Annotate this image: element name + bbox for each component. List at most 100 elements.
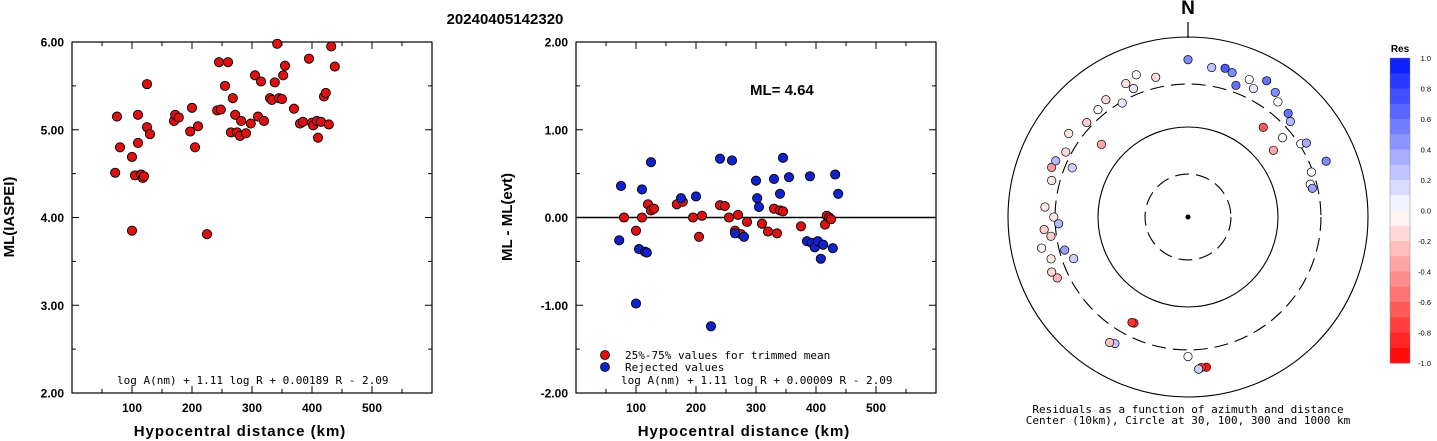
ml-annotation: ML= 4.64 — [750, 82, 814, 99]
data-point — [126, 151, 138, 163]
station-residual-point — [1069, 254, 1079, 264]
station-residual-point — [1194, 364, 1204, 374]
y-tick-label: -1.00 — [541, 299, 569, 313]
data-point — [219, 80, 231, 91]
data-point — [756, 218, 768, 229]
station-residual-point — [1052, 273, 1062, 283]
distance-ring-30km — [1144, 173, 1232, 261]
data-point — [132, 137, 144, 148]
station-residual-point — [1151, 72, 1161, 82]
x-tick-label: 100 — [122, 401, 142, 415]
x-tick-label: 300 — [242, 401, 262, 415]
formula-label: log A(nm) + 1.11 log R + 0.00009 R - 2.0… — [621, 374, 893, 387]
data-point — [288, 103, 300, 114]
colorbar-tick-label: 0.6 — [1421, 115, 1431, 124]
x-tick-label: 100 — [626, 401, 646, 415]
data-point — [738, 231, 750, 242]
y-tick-label: -2.00 — [541, 387, 569, 401]
formula-label: log A(nm) + 1.11 log R + 0.00189 R - 2.0… — [117, 374, 389, 387]
data-point — [615, 180, 627, 191]
data-point — [189, 142, 201, 153]
data-point — [777, 152, 789, 163]
data-point — [804, 171, 816, 182]
station-residual-point — [1060, 245, 1070, 255]
colorbar-cell — [1390, 195, 1410, 211]
station-residual-point — [1183, 55, 1193, 65]
data-point — [213, 57, 225, 68]
data-point — [636, 212, 648, 223]
data-point — [323, 119, 334, 130]
station-residual-point — [1220, 63, 1230, 73]
data-point — [830, 169, 841, 180]
data-point — [815, 253, 826, 264]
data-point — [272, 38, 283, 49]
station-residual-point — [1054, 219, 1064, 229]
colorbar-tick-label: 1.0 — [1421, 54, 1431, 63]
data-point — [141, 79, 153, 90]
colorbar-cell — [1390, 149, 1410, 166]
data-point — [774, 188, 786, 199]
panel-residual-vs-distance: -2.00 -1.00 0.00 1.00 2.00 100 200 300 400 500 M… — [499, 36, 937, 440]
station-residual-point — [1307, 183, 1317, 193]
x-tick-label: 500 — [362, 401, 382, 415]
data-point — [222, 57, 234, 68]
data-point — [297, 116, 309, 127]
data-point — [236, 115, 247, 127]
panel-ml-vs-distance: 2.00 3.00 4.00 5.00 6.00 100 200 300 400 500 ML(… — [1, 36, 433, 440]
station-residual-point — [1105, 337, 1115, 347]
data-point — [726, 155, 738, 166]
x-axis-label: Hypocentral distance (km) — [638, 423, 851, 440]
data-point — [110, 167, 121, 178]
y-axis-label: ML(IASPEI) — [1, 177, 18, 258]
station-residual-point — [1128, 84, 1139, 94]
data-point — [636, 184, 648, 195]
data-point — [258, 115, 270, 127]
data-point — [818, 239, 829, 250]
data-point — [771, 228, 783, 239]
data-point — [192, 121, 204, 132]
colorbar-cell — [1390, 103, 1410, 120]
station-residual-point — [1321, 156, 1331, 166]
colorbar-cell — [1390, 73, 1410, 89]
data-point — [326, 41, 337, 52]
station-residual-point — [1121, 79, 1131, 89]
station-residual-point — [1040, 202, 1050, 212]
station-residual-point — [1270, 87, 1280, 97]
data-point — [630, 225, 642, 236]
colorbar-tick-label: -0.8 — [1418, 329, 1431, 338]
data-point — [312, 132, 324, 143]
data-point — [762, 226, 774, 237]
data-point — [111, 111, 123, 122]
station-residual-point — [1093, 105, 1103, 115]
data-point — [753, 201, 765, 213]
colorbar-tick-label: -0.6 — [1418, 298, 1431, 307]
station-residual-point — [1064, 128, 1074, 139]
data-point — [132, 109, 144, 120]
colorbar-frame — [1389, 57, 1411, 364]
y-tick-label: 5.00 — [41, 123, 65, 137]
data-point — [278, 70, 289, 81]
data-point — [173, 112, 184, 123]
station-residual-point — [1227, 68, 1237, 78]
data-point — [114, 142, 126, 153]
station-residual-point — [1117, 98, 1127, 108]
station-residual-point — [1067, 163, 1077, 173]
station-residual-point — [1082, 118, 1092, 128]
distance-ring-1000km — [1007, 36, 1369, 398]
x-tick-label: 400 — [302, 401, 322, 415]
colorbar-tick-label: 0.8 — [1421, 85, 1431, 94]
colorbar-cell — [1390, 332, 1410, 349]
caption-line-2: Center (10km), Circle at 30, 100, 300 an… — [1026, 414, 1351, 427]
x-tick-label: 300 — [746, 401, 766, 415]
data-point — [138, 171, 150, 182]
colorbar-tick-label: -0.4 — [1418, 268, 1431, 277]
data-point — [618, 212, 630, 223]
data-point — [230, 109, 241, 120]
colorbar-tick-label: 0.2 — [1421, 176, 1431, 185]
colorbar-cell — [1390, 317, 1410, 333]
data-point — [279, 60, 291, 71]
colorbar-cell — [1390, 88, 1410, 105]
distance-ring-300km — [1054, 83, 1322, 351]
panel-azimuth-residuals: N Residuals as a function of azimuth and… — [1007, 0, 1369, 427]
